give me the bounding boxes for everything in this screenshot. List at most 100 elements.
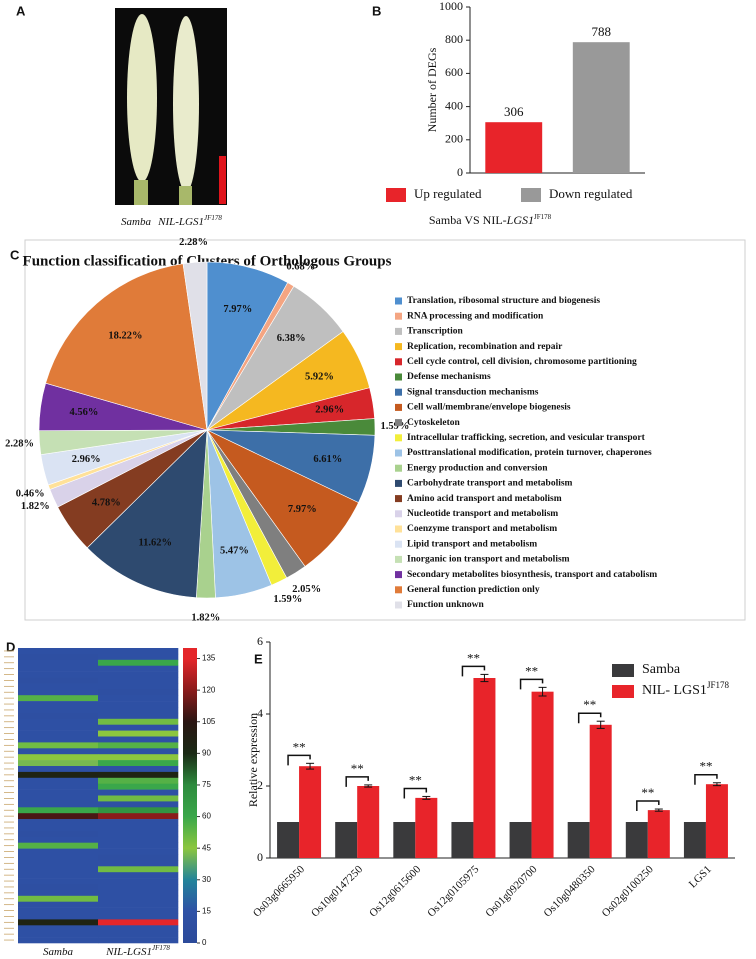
heatmap-cell (18, 766, 99, 773)
slice-label: 11.62% (139, 537, 173, 548)
heatmap-cell (98, 777, 179, 784)
heatmap-cell (18, 901, 99, 908)
legend-swatch (395, 434, 402, 442)
heatmap-cell (18, 771, 99, 779)
value-label: 306 (504, 104, 524, 119)
label-text: NIL-LGS1 (157, 216, 204, 228)
heatmap-cell (18, 889, 99, 897)
heatmap-cell (98, 718, 179, 725)
heatmap-cell (18, 677, 99, 684)
colorbar-tick-label: 30 (202, 875, 211, 884)
legend-swatch (395, 419, 402, 427)
heatmap-cell (98, 730, 179, 737)
slice-label: 6.61% (313, 454, 342, 465)
heatmap-cell (98, 701, 179, 708)
y-tick-label: 0 (257, 850, 263, 864)
legend-label: NIL- LGS1JF178 (642, 680, 729, 698)
heatmap-cell (18, 777, 99, 784)
panel-label: D (6, 639, 15, 654)
panicle-left (127, 14, 157, 182)
y-tick-label: 0 (457, 165, 463, 179)
heatmap-cell (18, 813, 99, 820)
heatmap-cell (98, 884, 179, 891)
heatmap-cell (18, 736, 99, 743)
column-label: NIL-LGS1JF178 (105, 944, 170, 958)
legend-label: Cytoskeleton (407, 418, 460, 428)
legend-swatch (395, 403, 402, 411)
significance-bracket (694, 774, 718, 785)
legend-label: Carbohydrate transport and metabolism (407, 479, 573, 489)
legend-swatch (395, 312, 402, 320)
heatmap-cell (18, 878, 99, 885)
heatmap-cell (98, 707, 179, 714)
legend-label: Amino acid transport and metabolism (407, 494, 562, 504)
heatmap-cell (98, 889, 179, 897)
significance-label: ** (467, 650, 480, 665)
legend-swatch (395, 571, 402, 579)
colorbar-tick-label: 0 (202, 938, 207, 947)
legend-label: Intracellular trafficking, secretion, an… (407, 433, 646, 443)
error-bar (538, 686, 547, 697)
legend-swatch (395, 327, 402, 335)
legend-swatch (395, 495, 402, 503)
bar (531, 691, 554, 858)
legend-label: RNA processing and modification (407, 311, 544, 321)
heatmap-cell (18, 695, 99, 702)
heatmap-cell (18, 819, 99, 826)
heatmap-cell (18, 807, 99, 814)
heatmap-cell (98, 830, 179, 838)
legend-swatch (395, 464, 402, 472)
legend-label: Coenzyme transport and metabolism (407, 524, 557, 534)
heatmap-cell (18, 925, 99, 932)
x-axis-label-part: LGS1 (506, 213, 534, 227)
x-tick-label: Os02g0100250 (600, 863, 656, 919)
significance-label: ** (293, 739, 306, 754)
heatmap-cell (98, 866, 179, 873)
heatmap-cell (98, 783, 179, 790)
significance-bracket (577, 712, 602, 724)
significance-label: ** (699, 759, 712, 774)
heatmap-cell (98, 754, 179, 761)
error-bar (422, 795, 431, 800)
legend-swatch (395, 601, 402, 609)
heatmap-cell (18, 825, 99, 832)
bar (357, 786, 380, 858)
heatmap-cell (18, 659, 99, 666)
legend-label: Defense mechanisms (407, 372, 491, 382)
heatmap-cell (18, 919, 99, 926)
legend-swatch (612, 685, 634, 698)
value-label: 788 (592, 24, 612, 39)
heatmap-cell (18, 907, 99, 914)
legend-swatch (395, 540, 402, 548)
x-tick-label: LGS1 (687, 863, 714, 890)
heatmap-cell (18, 895, 99, 902)
slice-label: 7.97% (223, 304, 252, 315)
panel-label: C (10, 247, 20, 262)
panel-label: E (254, 651, 263, 666)
heatmap-cell (18, 712, 99, 720)
heatmap-cell (18, 801, 99, 808)
legend-swatch (395, 388, 402, 396)
y-axis-label: Number of DEGs (425, 47, 439, 132)
heatmap-cell (18, 842, 99, 849)
y-tick-label: 600 (445, 65, 463, 79)
heatmap-cell (98, 689, 179, 696)
legend-swatch (395, 510, 402, 518)
heatmap-cell (18, 830, 99, 838)
x-tick-label: Os12g0615600 (367, 863, 423, 919)
legend-text: Samba (642, 662, 681, 677)
legend-label: Posttranslational modification, protein … (407, 448, 652, 458)
y-tick-label: 800 (445, 32, 463, 46)
y-tick-label: 1000 (439, 0, 463, 13)
pie-slice (86, 429, 208, 598)
significance-bracket (636, 800, 660, 812)
bar (567, 822, 590, 858)
heatmap-cell (18, 836, 99, 843)
colorbar-tick-label: 15 (202, 907, 211, 916)
heatmap-cell (98, 842, 179, 849)
bar (683, 822, 706, 858)
significance-label: ** (409, 772, 422, 787)
x-axis-label-part: Samba VS NIL- (429, 213, 507, 227)
heatmap-cell (98, 771, 179, 779)
heatmap-cell (98, 878, 179, 885)
